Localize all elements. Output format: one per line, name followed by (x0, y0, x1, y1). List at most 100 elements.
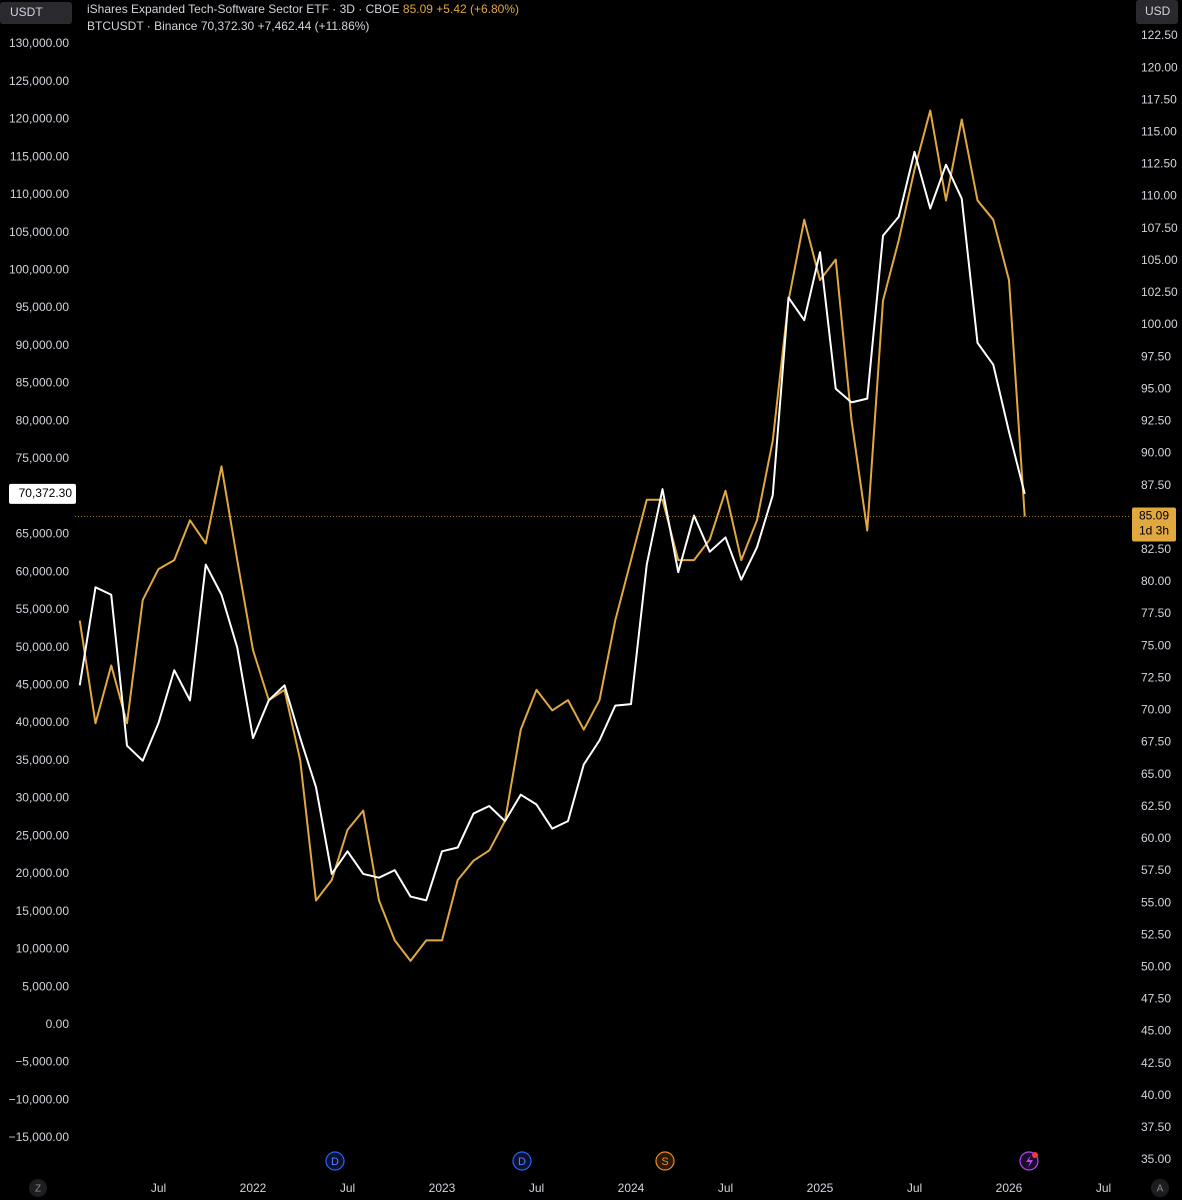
y2-tick-label: 102.50 (1141, 285, 1178, 299)
x-tick-label: Jul (1096, 1181, 1111, 1195)
y2-tick-label: 45.00 (1141, 1024, 1171, 1038)
y2-tick-label: 77.50 (1141, 606, 1171, 620)
auto-label: A (1157, 1184, 1164, 1195)
legend-name: BTCUSDT · Binance (87, 19, 198, 33)
y-tick-label: 60,000.00 (16, 564, 70, 578)
y2-tick-label: 90.00 (1141, 446, 1171, 460)
notification-dot (1032, 1152, 1038, 1158)
x-tick-label: Jul (340, 1181, 355, 1195)
flash-glyph (1026, 1155, 1033, 1168)
y-tick-label: −15,000.00 (9, 1130, 70, 1144)
y-tick-label: −10,000.00 (9, 1092, 70, 1106)
legend-price: 85.09 (403, 2, 433, 16)
y2-tick-label: 57.50 (1141, 863, 1171, 877)
y-tick-label: 0.00 (46, 1017, 70, 1031)
right-unit-badge[interactable] (1136, 0, 1178, 24)
legend-price: 70,372.30 (201, 19, 255, 33)
y-tick-label: 110,000.00 (10, 187, 69, 201)
y-tick-label: 100,000.00 (9, 263, 69, 277)
y2-tick-label: 122.50 (1141, 28, 1178, 42)
y2-tick-label: 60.00 (1141, 831, 1171, 845)
y2-tick-label: 37.50 (1141, 1120, 1171, 1134)
legend-change: +5.42 (+6.80%) (436, 2, 519, 16)
y2-tick-label: 42.50 (1141, 1056, 1171, 1070)
series-line (78, 150, 1026, 902)
legend-name: iShares Expanded Tech-Software Sector ET… (87, 2, 400, 16)
y2-tick-label: 62.50 (1141, 799, 1171, 813)
y-tick-label: 50,000.00 (16, 640, 70, 654)
y2-tick-label: 112.50 (1141, 157, 1177, 171)
y-tick-label: 10,000.00 (16, 942, 70, 956)
y-tick-label: 30,000.00 (16, 791, 70, 805)
y-tick-label: 130,000.00 (9, 36, 69, 50)
event-label: D (518, 1156, 526, 1168)
y2-tick-label: 110.00 (1141, 189, 1177, 203)
price-box (9, 483, 76, 504)
y-tick-label: 5,000.00 (22, 979, 69, 993)
series-line (78, 109, 1026, 962)
y2-tick-label: 52.50 (1141, 927, 1171, 941)
y2-tick-label: 67.50 (1141, 735, 1171, 749)
x-tick-label: 2025 (807, 1181, 834, 1195)
y2-tick-label: 117.50 (1141, 92, 1177, 106)
y2-tick-label: 65.00 (1141, 767, 1171, 781)
y-tick-label: −5,000.00 (15, 1055, 69, 1069)
x-tick-label: 2022 (240, 1181, 267, 1195)
y-tick-label: 115,000.00 (10, 149, 69, 163)
y2-tick-label: 100.00 (1141, 317, 1178, 331)
legend-btc[interactable]: BTCUSDT · Binance 70,372.30 +7,462.44 (+… (87, 19, 369, 33)
y2-tick-label: 50.00 (1141, 959, 1171, 973)
y-tick-label: 90,000.00 (16, 338, 70, 352)
y2-tick-label: 72.50 (1141, 670, 1171, 684)
y2-tick-label: 75.00 (1141, 638, 1171, 652)
y2-tick-label: 47.50 (1141, 992, 1171, 1006)
x-tick-label: 2023 (429, 1181, 456, 1195)
y2-tick-label: 95.00 (1141, 381, 1171, 395)
left-unit-badge[interactable] (0, 2, 72, 24)
left-unit: USDT (10, 5, 43, 19)
y2-tick-label: 97.50 (1141, 349, 1171, 363)
x-tick-label: 2024 (618, 1181, 645, 1195)
event-icon[interactable] (655, 1151, 675, 1171)
y-tick-label: 75,000.00 (16, 451, 70, 465)
y2-tick-label: 80.00 (1141, 574, 1171, 588)
y-tick-label: 85,000.00 (16, 376, 70, 390)
zoom-button[interactable] (29, 1179, 47, 1197)
y2-tick-label: 92.50 (1141, 414, 1171, 428)
y-tick-label: 20,000.00 (16, 866, 70, 880)
y-tick-label: 80,000.00 (16, 413, 70, 427)
y-tick-label: 35,000.00 (16, 753, 70, 767)
y-tick-label: 105,000.00 (9, 225, 69, 239)
zoom-label: Z (35, 1184, 41, 1195)
event-icon[interactable] (512, 1151, 532, 1171)
y-tick-label: 15,000.00 (16, 904, 70, 918)
price-label: 85.09 (1139, 509, 1169, 523)
x-tick-label: 2026 (996, 1181, 1023, 1195)
plot-area (75, 109, 1130, 962)
x-tick-label: Jul (151, 1181, 166, 1195)
legend-etf[interactable]: iShares Expanded Tech-Software Sector ET… (87, 2, 519, 16)
event-icon[interactable] (325, 1151, 345, 1171)
y2-tick-label: 70.00 (1141, 703, 1171, 717)
legend-change: +7,462.44 (+11.86%) (258, 19, 370, 33)
event-label: S (661, 1156, 668, 1168)
y2-tick-label: 120.00 (1141, 60, 1178, 74)
y2-tick-label: 115.00 (1141, 125, 1177, 139)
x-tick-label: Jul (907, 1181, 922, 1195)
y2-tick-label: 87.50 (1141, 478, 1171, 492)
auto-button[interactable] (1151, 1179, 1169, 1197)
y-tick-label: 45,000.00 (16, 677, 70, 691)
x-tick-label: Jul (529, 1181, 544, 1195)
countdown-label: 1d 3h (1139, 524, 1169, 538)
y-tick-label: 95,000.00 (16, 300, 70, 314)
right-unit: USD (1145, 4, 1171, 18)
y2-tick-label: 105.00 (1141, 253, 1178, 267)
event-icons: D D S (325, 1151, 1039, 1171)
y2-tick-label: 107.50 (1141, 221, 1178, 235)
y-tick-label: 120,000.00 (9, 112, 69, 126)
y-tick-label: 40,000.00 (16, 715, 70, 729)
y2-tick-label: 40.00 (1141, 1088, 1171, 1102)
